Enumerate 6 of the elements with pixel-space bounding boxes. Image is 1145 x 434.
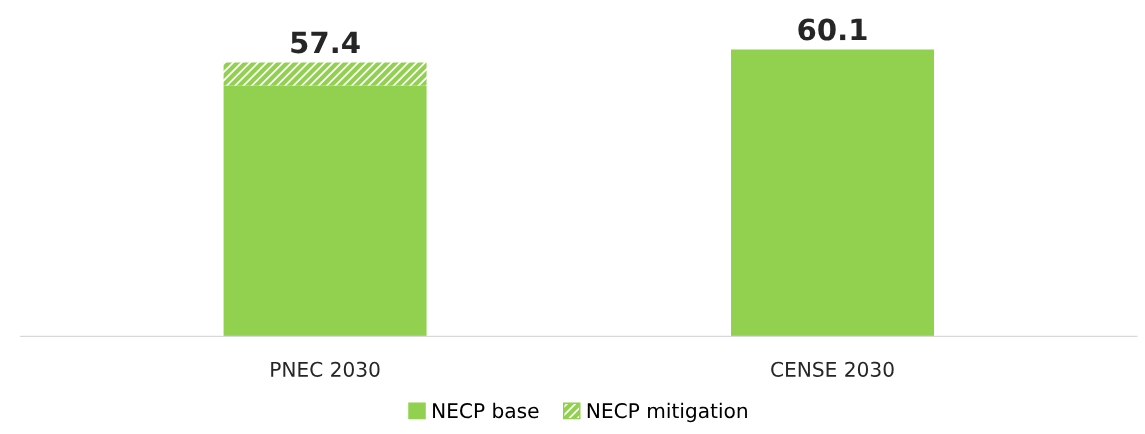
legend-label: NECP mitigation <box>587 402 747 423</box>
x-tick-label: CENSE 2030 <box>771 361 894 377</box>
x-tick-label: PNEC 2030 <box>271 361 380 377</box>
annotation: 60.1 <box>798 18 867 41</box>
legend-label: NECP base <box>433 402 539 419</box>
annotation: 57.4 <box>291 31 360 54</box>
